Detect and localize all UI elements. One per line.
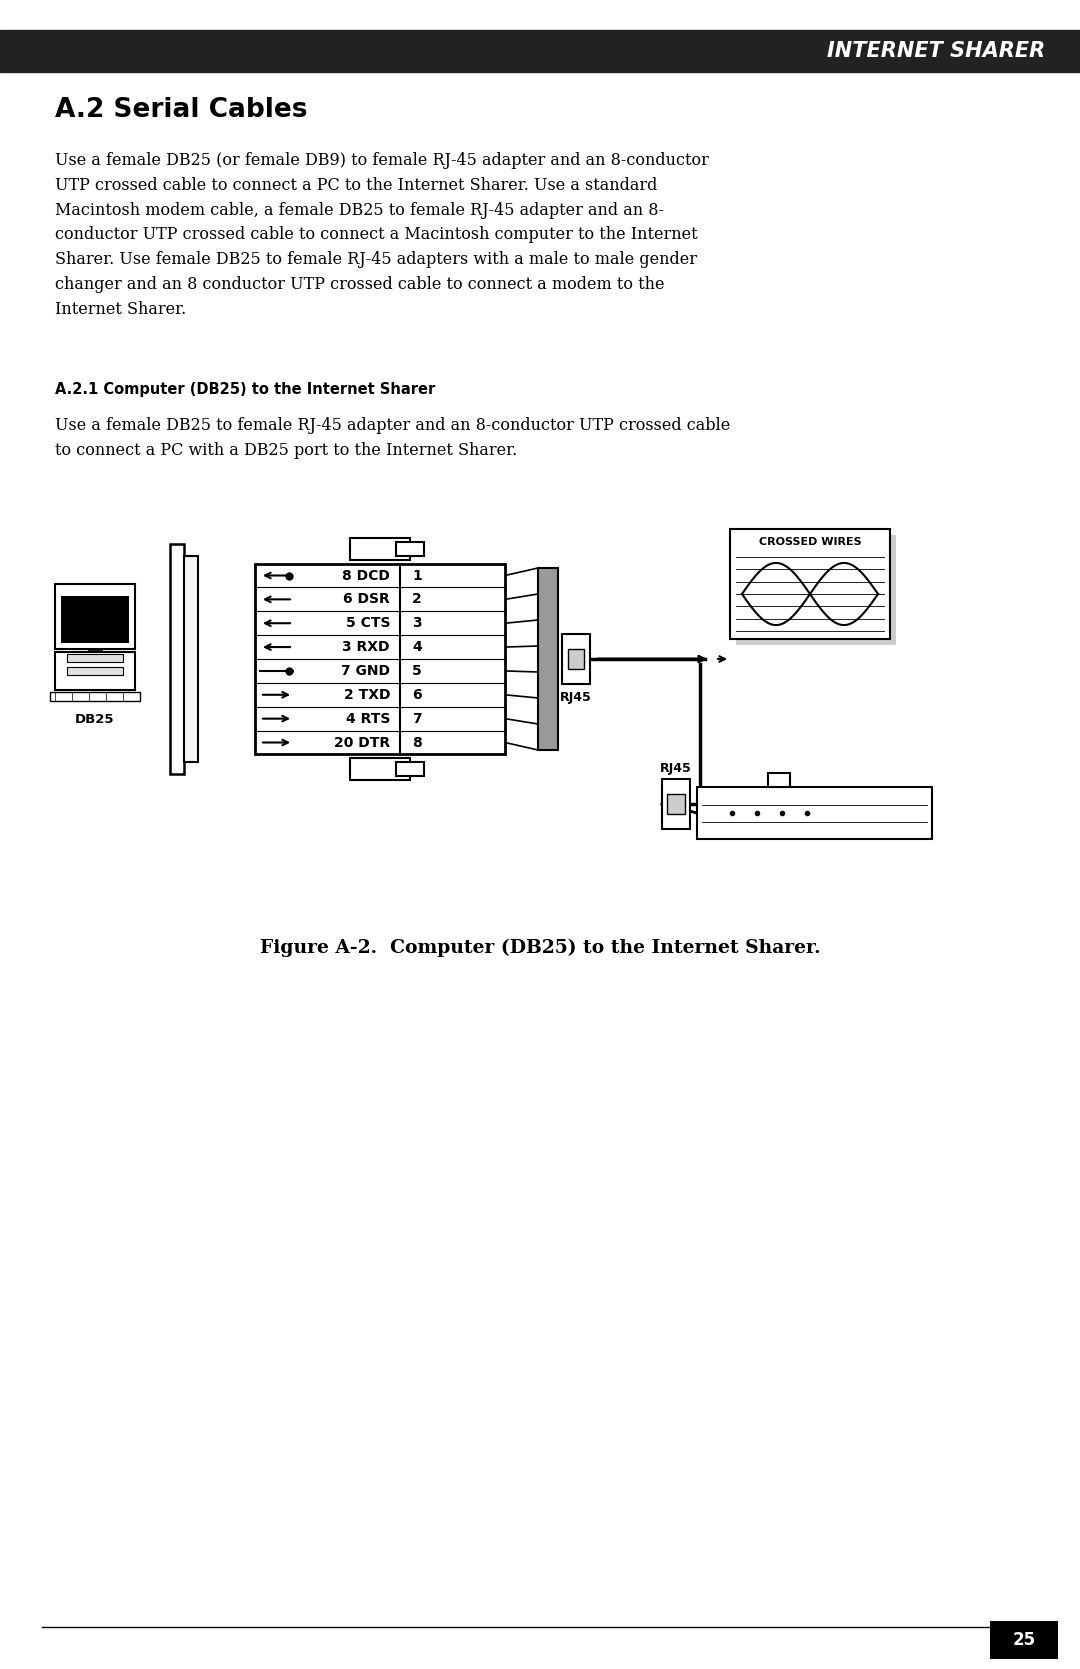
Bar — [538, 567, 558, 749]
Bar — [55, 584, 135, 649]
Bar — [667, 794, 685, 814]
Text: 5: 5 — [411, 664, 422, 678]
Text: RJ45: RJ45 — [660, 763, 692, 774]
Text: 6: 6 — [411, 688, 421, 701]
Text: CROSSED WIRES: CROSSED WIRES — [758, 537, 862, 547]
Text: 2: 2 — [411, 592, 422, 606]
Text: 6 DSR: 6 DSR — [343, 592, 390, 606]
Text: 4 RTS: 4 RTS — [346, 711, 390, 726]
Text: 7: 7 — [411, 711, 421, 726]
Bar — [60, 596, 129, 643]
Bar — [568, 649, 584, 669]
Bar — [990, 1621, 1058, 1659]
Text: 7 GND: 7 GND — [341, 664, 390, 678]
Bar — [396, 763, 424, 776]
Bar — [562, 634, 590, 684]
Bar — [350, 537, 410, 561]
Bar — [67, 654, 123, 663]
Bar — [768, 773, 789, 788]
Text: Figure A-2.  Computer (DB25) to the Internet Sharer.: Figure A-2. Computer (DB25) to the Inter… — [259, 940, 821, 958]
Text: DB25: DB25 — [76, 713, 114, 726]
Text: 25: 25 — [1012, 1631, 1036, 1649]
Text: 20 DTR: 20 DTR — [334, 736, 390, 749]
Bar — [350, 758, 410, 779]
Bar — [697, 788, 932, 840]
Text: 3: 3 — [411, 616, 421, 631]
Bar — [0, 30, 1080, 72]
Bar — [50, 693, 140, 701]
Text: Use a female DB25 (or female DB9) to female RJ-45 adapter and an 8-conductor
UTP: Use a female DB25 (or female DB9) to fem… — [55, 152, 708, 317]
Text: RJ45: RJ45 — [561, 691, 592, 704]
Text: A.2.1 Computer (DB25) to the Internet Sharer: A.2.1 Computer (DB25) to the Internet Sh… — [55, 382, 435, 397]
Text: 4: 4 — [411, 641, 422, 654]
Bar — [170, 544, 184, 774]
Text: 2 TXD: 2 TXD — [343, 688, 390, 701]
Text: A.2 Serial Cables: A.2 Serial Cables — [55, 97, 308, 124]
Bar — [735, 536, 896, 644]
Text: 5 CTS: 5 CTS — [346, 616, 390, 631]
Bar — [184, 556, 198, 763]
Text: 1: 1 — [411, 569, 422, 582]
Text: INTERNET SHARER: INTERNET SHARER — [827, 42, 1045, 62]
Bar — [662, 779, 690, 829]
Text: 3 RXD: 3 RXD — [342, 641, 390, 654]
Text: 8 DCD: 8 DCD — [342, 569, 390, 582]
Text: 8: 8 — [411, 736, 422, 749]
Text: Use a female DB25 to female RJ-45 adapter and an 8-conductor UTP crossed cable
t: Use a female DB25 to female RJ-45 adapte… — [55, 417, 730, 459]
Bar — [730, 529, 890, 639]
Bar — [396, 542, 424, 556]
Bar — [55, 653, 135, 689]
Bar — [67, 668, 123, 674]
Bar — [255, 564, 505, 754]
